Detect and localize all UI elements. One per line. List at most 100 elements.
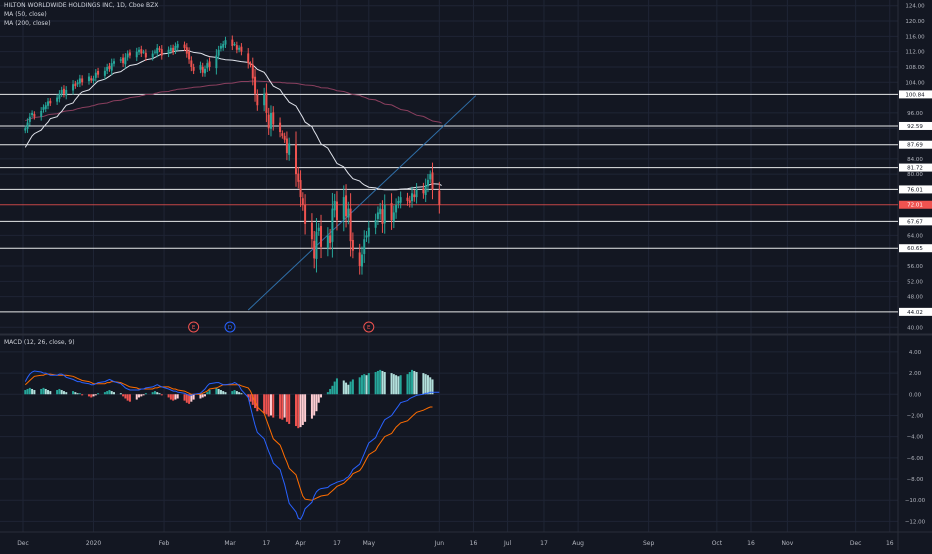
macd-histogram-bar [199,394,202,399]
macd-histogram-bar [135,394,138,400]
time-tick-label: 2020 [86,540,101,547]
macd-histogram-bar [119,393,122,395]
candle [192,63,195,75]
candle [265,83,268,123]
candle [87,73,90,85]
candle [299,170,302,207]
macd-histogram-bar [108,390,111,395]
candle-body [426,179,429,187]
candle-body [199,65,202,70]
macd-histogram-bar [113,392,115,395]
candle [249,61,252,68]
candle [345,184,348,228]
candle [62,85,65,98]
macd-histogram-bar [97,393,100,395]
candle [281,130,284,139]
price-tick-label: 40.00 [907,325,923,331]
candle-body [40,111,43,117]
candle [251,57,254,86]
candle [320,214,323,259]
time-tick-label: 16 [470,540,478,547]
macd-histogram-bar [190,394,193,402]
macd-histogram-bar [72,391,75,395]
candle [97,67,100,78]
candle-body [376,212,379,219]
candle-body [56,97,59,102]
candle [283,132,286,143]
candle-body [367,227,370,237]
macd-histogram-bar [247,394,250,398]
macd-histogram-bar [33,390,36,395]
candle-body [108,65,111,69]
candle [72,80,75,95]
macd-histogram-bar [153,391,156,395]
candle-body [103,70,106,76]
price-tick-label: 120.00 [905,19,925,25]
candle-body [283,135,286,140]
candle [267,107,270,135]
candle-body [201,66,204,73]
candle-body [399,197,402,203]
macd-histogram-bar [31,388,34,395]
candle-body [176,44,179,48]
macd-histogram-bar [122,394,125,397]
time-tick-label: Dec [17,540,29,547]
candle [363,230,366,263]
event-marker-earnings[interactable]: E [363,321,375,333]
macd-histogram-bar [151,392,154,395]
macd-histogram-bar [78,393,81,395]
candle-body [231,39,234,46]
candle-body [222,44,225,48]
candle [142,49,145,54]
macd-histogram-bar [429,377,432,395]
macd-histogram-bar [188,394,191,404]
candle-body [190,60,193,67]
time-tick-label: May [363,540,376,547]
macd-histogram-bar [47,390,50,395]
candle [374,213,377,235]
candle-body [92,78,95,81]
candle-body [158,48,161,50]
macd-tick-label: 0.00 [909,392,922,398]
macd-line [24,370,440,520]
macd-histogram-bar [206,392,209,395]
candle-body [349,208,352,242]
macd-histogram-bar [363,374,366,395]
time-tick-label: Aug [572,540,584,547]
candle-body [249,63,252,66]
macd-histogram-bar [158,393,161,395]
candle [392,205,395,229]
candle [367,220,370,244]
event-marker-earnings[interactable]: E [188,321,200,333]
candle-body [415,189,418,198]
macd-histogram-bar [144,393,147,395]
candle [426,173,429,193]
candle [135,47,138,62]
macd-histogram-bar [345,382,348,395]
macd-histogram-bar [406,374,409,395]
candle [215,49,218,75]
macd-histogram-bar [315,394,318,412]
candle-body [263,93,266,106]
macd-histogram-bar [238,392,241,395]
candle [40,107,43,121]
macd-histogram-bar [208,390,211,395]
candle-body [235,45,238,50]
candle-body [183,44,186,48]
candle-body [156,47,159,54]
candle [103,67,106,80]
macd-histogram-bar [160,394,163,396]
candle [383,194,386,234]
candle [172,44,175,55]
candle-body [224,40,227,45]
macd-signal-line [24,373,433,501]
price-level-tag-text: 87.69 [907,143,923,149]
macd-histogram-bar [185,394,188,403]
candle-body [345,195,348,217]
price-level-tag: 76.01 [899,185,932,194]
macd-histogram-bar [251,394,254,405]
macd-histogram-bar [272,394,275,418]
event-marker-dividend[interactable]: D [224,321,236,333]
